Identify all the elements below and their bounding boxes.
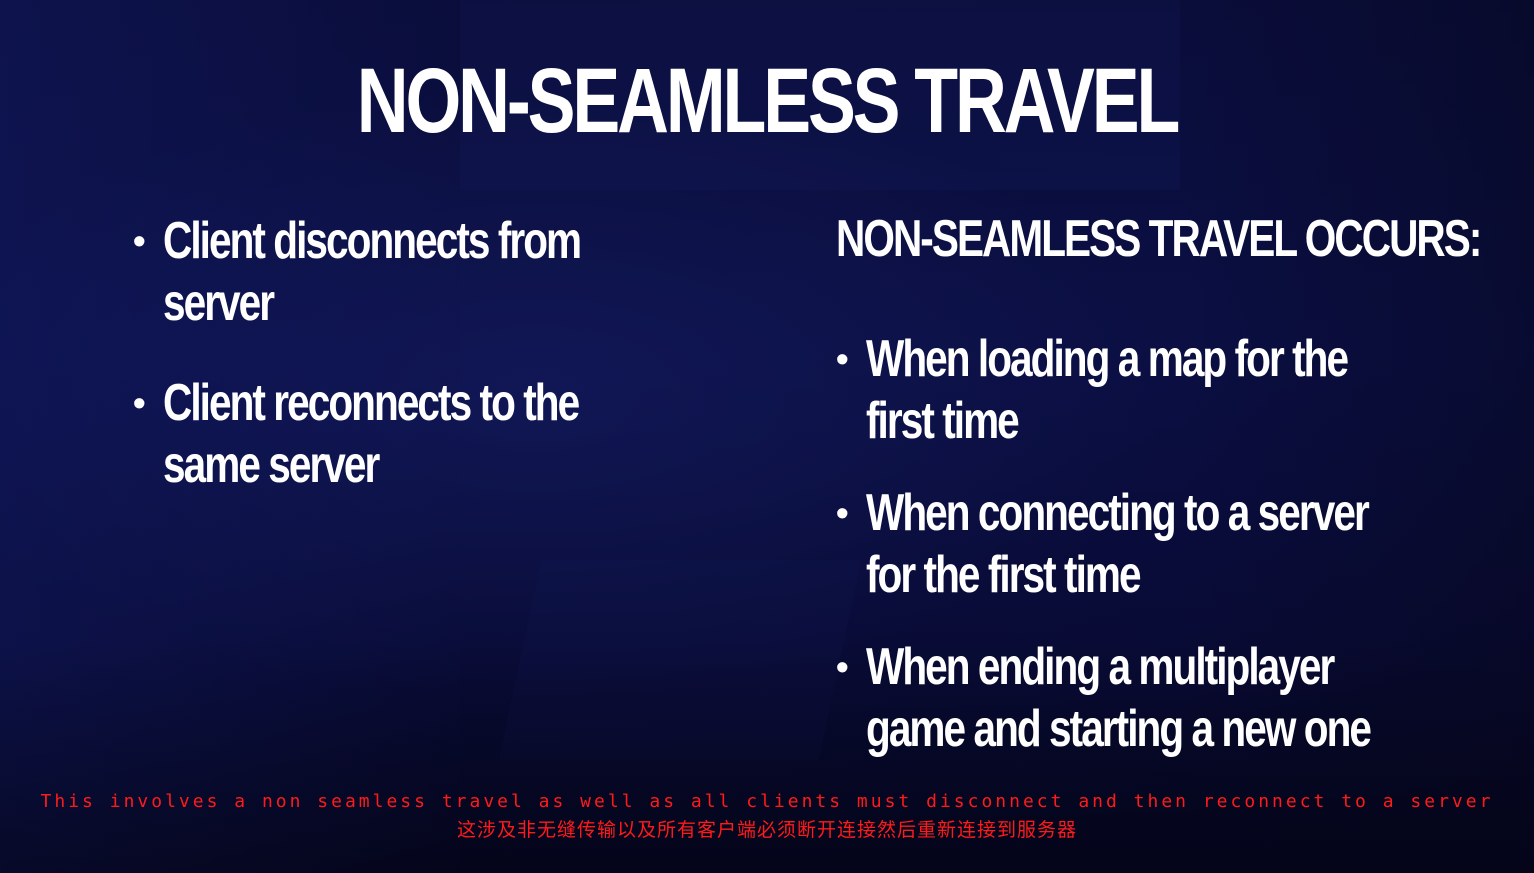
right-heading: NON-SEAMLESS TRAVEL OCCURS: xyxy=(836,210,1482,268)
list-item: • When connecting to a server for the fi… xyxy=(836,482,1516,606)
bullet-icon: • xyxy=(836,338,849,379)
background-shape xyxy=(0,0,460,873)
background-shape xyxy=(0,640,1534,873)
left-column: • Client disconnects from server • Clien… xyxy=(133,210,693,534)
bullet-icon: • xyxy=(133,220,146,261)
right-column: NON-SEAMLESS TRAVEL OCCURS: • When loadi… xyxy=(836,208,1516,790)
list-item: • When ending a multiplayer game and sta… xyxy=(836,636,1516,760)
bullet-text: When loading a map for the first time xyxy=(866,330,1349,450)
bullet-icon: • xyxy=(133,382,146,423)
subtitle-chinese: 这涉及非无缝传输以及所有客户端必须断开连接然后重新连接到服务器 xyxy=(456,819,1077,841)
list-item: • Client disconnects from server xyxy=(133,210,693,334)
slide-title: NON-SEAMLESS TRAVEL xyxy=(356,50,1181,152)
list-item: • Client reconnects to the same server xyxy=(133,372,693,496)
bullet-icon: • xyxy=(836,492,849,533)
bullet-text: Client reconnects to the same server xyxy=(163,374,580,494)
bullet-text: Client disconnects from server xyxy=(163,212,582,332)
background-shape xyxy=(1180,0,1534,873)
background-shape xyxy=(460,0,1180,190)
bullet-icon: • xyxy=(836,646,849,687)
subtitle-english: This involves a non seamless travel as w… xyxy=(40,791,1494,812)
list-item: • When loading a map for the first time xyxy=(836,328,1516,452)
bullet-text: When connecting to a server for the firs… xyxy=(866,484,1370,604)
left-bullet-list: • Client disconnects from server • Clien… xyxy=(133,210,693,496)
right-bullet-list: • When loading a map for the first time … xyxy=(836,328,1516,760)
bullet-text: When ending a multiplayer game and start… xyxy=(866,638,1372,758)
